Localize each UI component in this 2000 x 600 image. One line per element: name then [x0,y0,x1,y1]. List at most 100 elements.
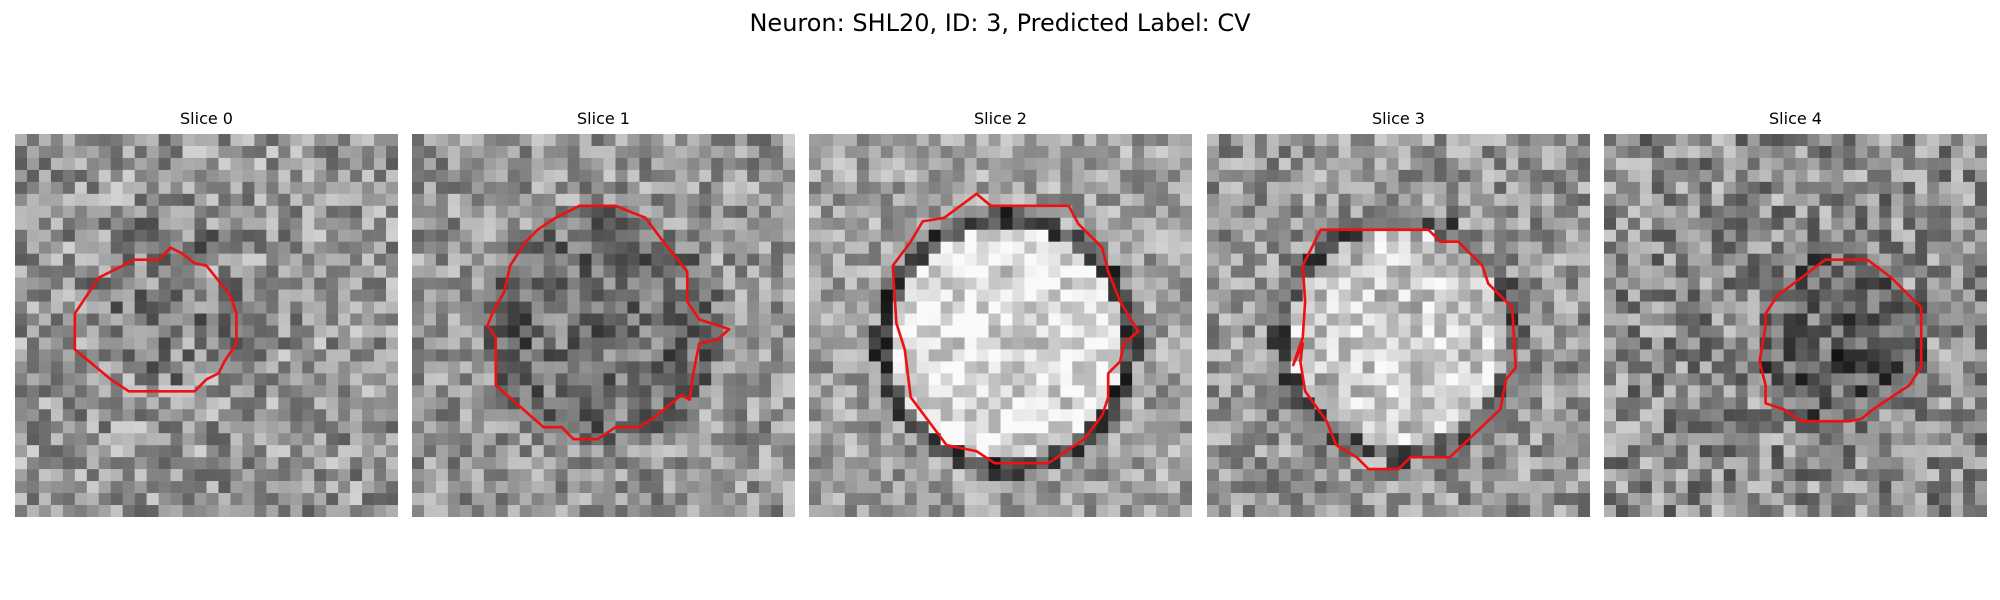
image-pixel [1302,313,1315,326]
image-pixel [374,229,387,242]
image-pixel [964,361,977,374]
image-pixel [1759,253,1772,266]
image-pixel [856,193,870,207]
image-pixel [1578,193,1590,207]
image-pixel [218,457,231,470]
image-pixel [904,481,917,494]
image-pixel [278,157,291,171]
image-pixel [1120,409,1133,422]
image-pixel [1663,433,1677,446]
image-pixel [1675,157,1689,171]
image-pixel [483,373,497,386]
image-pixel [194,481,207,494]
image-pixel [916,397,929,410]
image-pixel [1867,373,1880,386]
image-pixel [1494,205,1507,219]
image-pixel [182,289,195,302]
image-pixel [1915,157,1928,171]
image-pixel [747,241,760,254]
image-pixel [904,493,917,506]
image-pixel [928,229,941,242]
image-pixel [1180,134,1192,147]
image-pixel [771,145,784,159]
image-pixel [170,217,183,230]
image-pixel [338,313,351,326]
image-pixel [723,397,736,410]
image-pixel [15,349,28,362]
image-pixel [1422,349,1435,362]
image-pixel [1795,445,1808,458]
image-pixel [1879,385,1892,398]
image-pixel [483,493,497,506]
image-pixel [1506,433,1519,446]
image-pixel [976,134,989,147]
image-pixel [374,373,387,386]
image-pixel [459,337,473,350]
image-pixel [194,157,207,171]
image-pixel [26,361,40,374]
image-pixel [362,301,375,314]
image-pixel [1290,193,1303,207]
image-pixel [856,493,870,506]
image-pixel [1494,457,1507,470]
image-pixel [880,481,894,494]
image-pixel [1458,169,1471,183]
image-pixel [218,277,231,290]
image-pixel [1675,373,1689,386]
image-pixel [1266,181,1280,195]
image-pixel [412,301,425,314]
image-pixel [1278,409,1292,422]
image-pixel [809,325,822,338]
image-pixel [1422,493,1435,506]
image-pixel [591,469,604,482]
image-pixel [459,217,473,230]
image-pixel [1120,134,1133,147]
image-pixel [302,277,315,290]
image-pixel [278,205,291,219]
image-pixel [1867,421,1880,434]
image-pixel [723,385,736,398]
image-pixel [1735,445,1748,458]
image-pixel [1807,457,1820,470]
image-pixel [1036,385,1049,398]
image-pixel [386,421,398,434]
image-pixel [110,301,123,314]
image-pixel [1036,409,1049,422]
image-pixel [519,445,532,458]
image-pixel [38,289,52,302]
image-pixel [38,481,52,494]
image-pixel [1374,337,1387,350]
image-pixel [1168,385,1181,398]
image-pixel [1470,169,1483,183]
image-pixel [1048,313,1061,326]
image-pixel [1566,409,1579,422]
image-pixel [483,361,497,374]
image-pixel [290,457,303,470]
image-pixel [266,469,279,482]
image-pixel [555,229,568,242]
image-pixel [254,169,267,183]
image-pixel [362,493,375,506]
image-pixel [832,205,846,219]
image-pixel [591,409,604,422]
image-pixel [1939,277,1952,290]
image-pixel [435,385,449,398]
image-pixel [868,385,882,398]
slice-image [1604,134,1987,517]
image-pixel [134,445,147,458]
image-pixel [1494,361,1507,374]
image-pixel [1855,445,1868,458]
image-pixel [278,265,291,278]
image-pixel [1747,301,1760,314]
image-pixel [483,205,497,219]
image-pixel [1207,289,1220,302]
image-pixel [687,481,700,494]
image-pixel [856,229,870,242]
image-pixel [1386,409,1399,422]
image-pixel [1168,349,1181,362]
image-pixel [1747,157,1760,171]
image-pixel [1422,457,1435,470]
image-pixel [555,337,568,350]
image-pixel [1314,421,1327,434]
image-pixel [1422,157,1435,171]
